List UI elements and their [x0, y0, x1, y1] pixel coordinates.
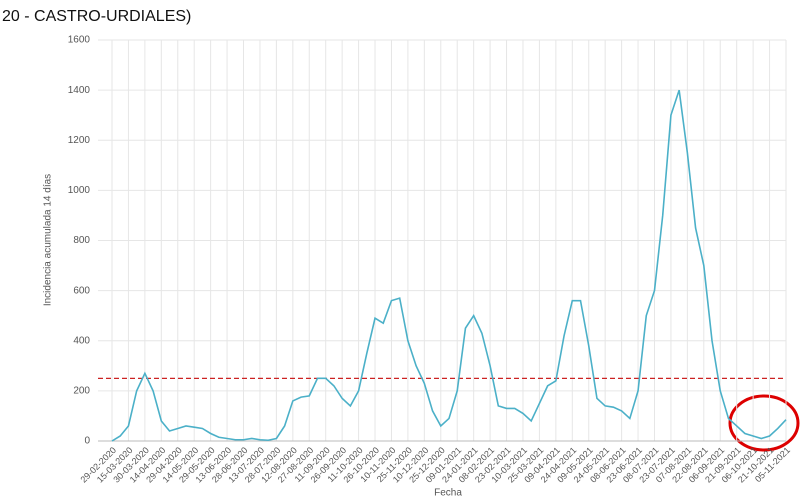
chart-title: 20 - CASTRO-URDIALES) [2, 8, 191, 25]
y-tick-label: 600 [73, 285, 90, 296]
y-tick-label: 1600 [68, 35, 91, 46]
y-axis-label: Incidencia acumulada 14 días [43, 174, 54, 306]
y-tick-label: 400 [73, 335, 90, 346]
data-line [111, 89, 787, 442]
y-tick-label: 1400 [68, 85, 91, 96]
highlight-circle [728, 394, 800, 452]
y-tick-label: 200 [73, 386, 90, 397]
y-tick-label: 800 [73, 235, 90, 246]
y-tick-label: 1000 [68, 185, 91, 196]
x-axis-label: Fecha [434, 488, 462, 499]
y-tick-label: 1200 [68, 135, 91, 146]
y-tick-label: 0 [84, 436, 90, 447]
